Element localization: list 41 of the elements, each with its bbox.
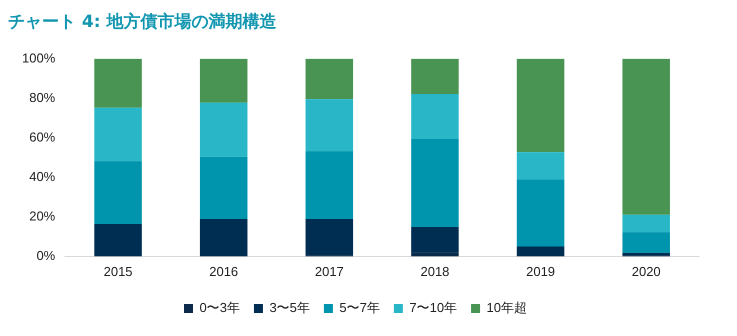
bar [200,58,248,103]
bar [411,58,459,94]
bar [516,179,564,247]
bar [94,224,142,256]
bar [306,58,354,100]
bar [200,219,248,256]
legend-label: 10年超 [486,300,528,316]
x-tick-label: 2015 [104,264,133,279]
bar [411,139,459,227]
y-tick-label: 80% [29,90,56,105]
chart-title: チャート 4: 地方債市場の満期構造 [8,11,278,33]
legend-label: 5〜7年 [339,300,380,316]
x-tick-label: 2016 [209,264,238,279]
bar [94,161,142,224]
bar [306,151,354,220]
bar [306,219,354,256]
y-tick-label: 100% [22,50,56,66]
bar [622,232,670,253]
legend-label: 0〜3年 [199,300,240,316]
y-tick-label: 20% [29,208,56,224]
bar [622,58,670,215]
bar [516,152,564,180]
x-tick-label: 2018 [420,264,450,279]
bar [516,58,564,152]
legend-label: 7〜10年 [409,300,458,316]
y-tick-label: 0% [36,248,56,263]
bar [622,214,670,232]
bar [200,156,248,220]
bar [516,246,564,256]
bar [411,94,459,140]
y-tick-label: 40% [29,168,56,184]
y-tick-label: 60% [29,129,56,144]
bar [200,102,248,157]
x-tick-label: 2020 [632,264,661,279]
x-tick-label: 2017 [314,264,344,279]
x-tick-label: 2019 [526,264,556,279]
bar [94,108,142,162]
legend-label: 3〜5年 [269,300,310,316]
bar [94,58,142,108]
bar [411,226,459,253]
bar [306,99,354,152]
